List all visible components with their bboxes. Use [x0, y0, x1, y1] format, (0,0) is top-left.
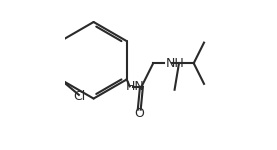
Text: Cl: Cl	[73, 90, 85, 103]
Text: NH: NH	[166, 57, 184, 70]
Text: O: O	[134, 107, 144, 120]
Text: HN: HN	[126, 80, 145, 93]
